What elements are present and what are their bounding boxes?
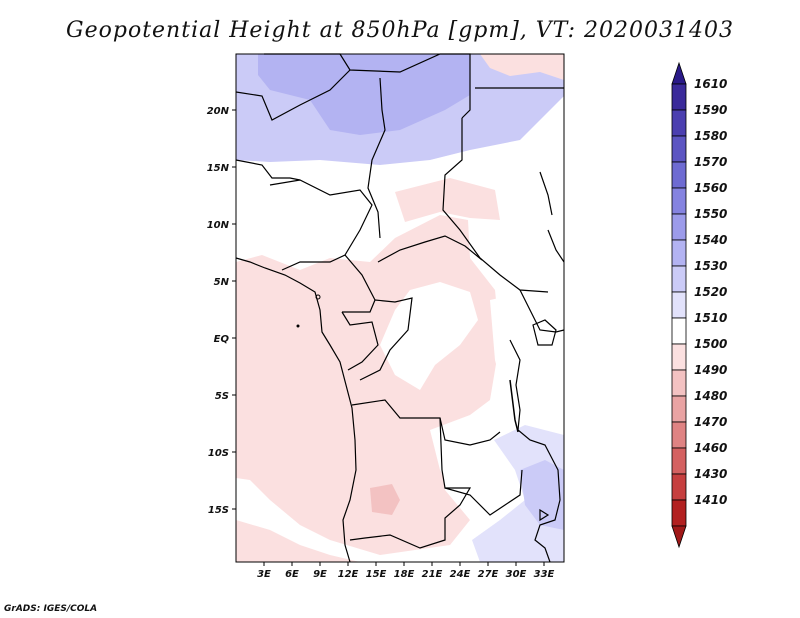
colorbar-label: 1590 [694, 103, 727, 117]
lon-label: 18E [394, 569, 415, 580]
colorbar-swatch [671, 109, 687, 137]
lake-malawi [539, 508, 550, 522]
colorbar-swatch [671, 447, 687, 475]
region-lavender-southeast-core [520, 460, 564, 530]
colorbar-swatch [671, 473, 687, 501]
colorbar-label: 1470 [694, 415, 727, 429]
island [315, 294, 321, 300]
lake-victoria [532, 319, 557, 346]
colorbar-swatch [671, 343, 687, 371]
map-islands [296, 294, 557, 522]
colorbar-swatch [671, 265, 687, 293]
lon-label: 12E [338, 569, 359, 580]
lon-label: 24E [450, 569, 471, 580]
border-zambia [444, 469, 523, 516]
colorbar-label: 1580 [694, 129, 727, 143]
lat-label: 5S [215, 391, 229, 402]
region-white-south [440, 430, 520, 520]
lon-label: 30E [506, 569, 527, 580]
colorbar-swatch [671, 83, 687, 111]
colorbar-label: 1610 [694, 77, 727, 91]
region-white-east [490, 290, 564, 440]
colorbar-bottom-arrow [671, 525, 687, 549]
country-borders [235, 53, 565, 563]
region-pink-southwest [236, 520, 360, 562]
border-east-africa [475, 87, 565, 333]
lat-label: 10S [208, 448, 229, 459]
colorbar-swatch [671, 421, 687, 449]
lon-label: 21E [422, 569, 443, 580]
colorbar-swatch [671, 239, 687, 267]
colorbar-swatch [671, 213, 687, 241]
lat-label: 20N [207, 106, 230, 117]
colorbar-label: 1500 [694, 337, 727, 351]
colorbar-swatch [671, 369, 687, 397]
border-drc-south [351, 399, 501, 446]
colorbar-swatch [671, 499, 687, 527]
lake-tanganyika [509, 379, 519, 433]
lon-label: 27E [478, 569, 499, 580]
colorbar-swatch [671, 395, 687, 423]
colorbar-swatch [671, 187, 687, 215]
border-east-lakes [509, 339, 561, 563]
region-lavender-southeast [472, 425, 564, 562]
lat-label: EQ [214, 334, 230, 345]
colorbar-label: 1530 [694, 259, 727, 273]
colorbar-label: 1430 [694, 467, 727, 481]
border-chad [367, 77, 386, 239]
border-nigeria [269, 179, 373, 271]
footer-credit: GrADS: IGES/COLA [4, 604, 98, 614]
region-pink-angola-core [370, 484, 400, 515]
colorbar-label: 1460 [694, 441, 727, 455]
lat-label: 10N [207, 220, 230, 231]
colorbar-swatch [671, 317, 687, 345]
colorbar: 1610 1590 1580 1570 1560 1550 1540 1530 1520 1510… [671, 61, 727, 549]
border-north-1 [264, 53, 471, 119]
colorbar-label: 1490 [694, 363, 727, 377]
colorbar-label: 1540 [694, 233, 727, 247]
border-congo [359, 297, 413, 381]
colorbar-swatch [671, 135, 687, 163]
island [296, 324, 300, 328]
lon-label: 15E [366, 569, 387, 580]
longitude-axis: 3E 6E 9E 12E 15E 18E 21E 24E 27E 30E 33E [257, 562, 555, 580]
chart-title: Geopotential Height at 850hPa [gpm], VT:… [66, 18, 734, 43]
latitude-axis: 20N 15N 10N 5N EQ 5S 10S 15S [207, 106, 236, 516]
height-field [236, 54, 564, 562]
colorbar-label: 1560 [694, 181, 727, 195]
colorbar-swatch [671, 291, 687, 319]
border-sudan [442, 118, 549, 293]
lat-label: 15N [207, 163, 230, 174]
colorbar-label: 1570 [694, 155, 727, 169]
border-angola [349, 417, 472, 549]
lat-label: 5N [214, 277, 230, 288]
lon-label: 9E [313, 569, 327, 580]
border-car [377, 235, 483, 263]
region-white-congo [380, 282, 478, 390]
lat-label: 15S [208, 505, 229, 516]
lon-label: 3E [257, 569, 271, 580]
colorbar-label: 1410 [694, 493, 727, 507]
coastline-west [235, 257, 357, 563]
border-north-2 [235, 69, 351, 121]
region-pink-sahel [395, 178, 500, 222]
region-pink-northeast [480, 54, 564, 80]
border-sahel-south [235, 159, 301, 181]
colorbar-label: 1520 [694, 285, 727, 299]
map-frame [235, 53, 565, 563]
lon-label: 33E [534, 569, 555, 580]
colorbar-swatch [671, 161, 687, 189]
region-lavender-north-core [258, 54, 470, 135]
border-gabon [341, 311, 379, 371]
colorbar-label: 1550 [694, 207, 727, 221]
colorbar-top-arrow [671, 61, 687, 85]
colorbar-label: 1480 [694, 389, 727, 403]
lon-label: 6E [285, 569, 299, 580]
colorbar-label: 1510 [694, 311, 727, 325]
